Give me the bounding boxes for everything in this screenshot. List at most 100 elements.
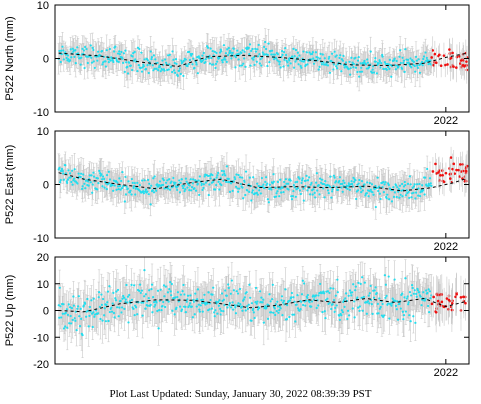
data-point xyxy=(394,68,397,71)
data-point xyxy=(270,188,273,191)
data-point xyxy=(400,189,403,192)
data-point xyxy=(144,67,148,71)
data-point xyxy=(96,59,99,62)
data-point xyxy=(104,65,107,68)
data-point xyxy=(340,186,343,189)
data-point xyxy=(281,186,284,189)
data-point xyxy=(178,191,182,194)
data-point xyxy=(236,49,239,52)
data-point xyxy=(90,56,93,59)
data-point xyxy=(294,181,297,184)
data-point xyxy=(83,182,86,185)
data-point xyxy=(350,56,353,59)
data-point xyxy=(327,57,330,60)
data-point xyxy=(343,66,346,69)
data-point xyxy=(419,190,422,194)
data-point xyxy=(430,63,433,66)
data-point xyxy=(73,55,76,59)
data-point xyxy=(176,188,179,192)
data-point xyxy=(106,183,109,186)
data-point xyxy=(306,179,310,182)
data-point xyxy=(255,60,258,63)
data-point xyxy=(398,184,402,187)
data-point xyxy=(152,69,155,72)
data-point xyxy=(312,62,316,65)
data-point xyxy=(212,180,215,183)
data-point xyxy=(60,167,64,171)
data-point xyxy=(324,184,327,187)
data-point xyxy=(422,57,425,61)
data-point xyxy=(275,57,278,60)
data-point xyxy=(276,53,279,56)
data-point xyxy=(146,64,149,67)
data-point xyxy=(379,66,382,69)
data-point xyxy=(213,50,216,53)
data-point xyxy=(274,195,278,198)
data-point xyxy=(341,190,344,193)
data-point xyxy=(214,62,218,66)
data-point xyxy=(96,177,100,180)
data-point xyxy=(283,50,286,54)
data-point xyxy=(387,65,390,68)
data-point xyxy=(191,63,194,66)
data-point xyxy=(394,184,398,187)
east-y-axis-label: P522 East (mm) xyxy=(4,145,16,224)
data-point xyxy=(292,184,295,187)
data-point xyxy=(209,177,212,180)
data-point xyxy=(60,49,63,52)
data-point xyxy=(76,46,79,49)
data-point xyxy=(366,181,369,184)
data-point xyxy=(124,49,127,52)
data-point xyxy=(150,184,153,187)
data-point xyxy=(359,187,362,190)
data-point xyxy=(82,49,86,52)
data-point xyxy=(344,64,347,67)
data-point xyxy=(168,178,171,181)
data-point xyxy=(327,192,330,195)
data-point xyxy=(414,70,417,73)
data-point xyxy=(188,189,191,192)
data-point xyxy=(288,59,291,62)
data-point xyxy=(142,190,145,193)
data-point xyxy=(300,66,303,69)
data-point xyxy=(166,179,169,182)
data-point xyxy=(237,58,240,61)
data-point xyxy=(108,47,111,51)
data-point xyxy=(356,59,360,62)
data-point xyxy=(344,61,348,64)
data-point xyxy=(223,172,226,175)
data-point xyxy=(291,55,294,58)
data-point xyxy=(372,71,376,74)
data-point xyxy=(388,198,391,201)
data-point xyxy=(234,56,237,59)
data-point xyxy=(89,181,92,184)
data-point xyxy=(186,64,189,68)
data-point xyxy=(217,180,220,183)
data-point xyxy=(142,192,145,195)
data-point xyxy=(100,49,104,53)
data-point xyxy=(183,190,186,193)
data-point xyxy=(374,60,377,63)
recent-point xyxy=(446,63,449,66)
data-point xyxy=(194,189,198,192)
data-point xyxy=(262,183,265,186)
data-point xyxy=(351,61,354,64)
data-point xyxy=(305,174,308,177)
data-point xyxy=(107,170,110,173)
data-point xyxy=(374,56,377,60)
data-point xyxy=(409,183,412,186)
data-point xyxy=(198,175,201,178)
data-point xyxy=(150,56,153,59)
data-point xyxy=(360,66,363,69)
data-point xyxy=(414,55,418,58)
data-point xyxy=(260,64,263,67)
north-data-points xyxy=(57,40,433,78)
data-point xyxy=(168,188,172,191)
data-point xyxy=(132,185,136,188)
data-point xyxy=(256,55,260,58)
recent-point xyxy=(464,169,468,173)
data-point xyxy=(87,184,90,187)
data-point xyxy=(156,61,159,64)
data-point xyxy=(260,176,264,180)
